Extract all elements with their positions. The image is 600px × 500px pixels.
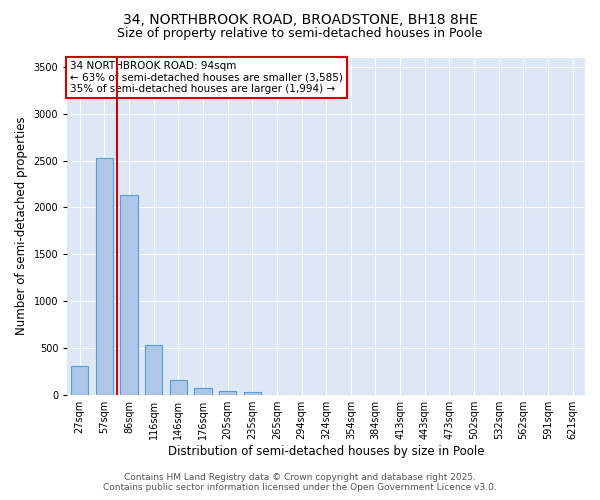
Text: Contains HM Land Registry data © Crown copyright and database right 2025.
Contai: Contains HM Land Registry data © Crown c… <box>103 473 497 492</box>
Bar <box>244 392 261 394</box>
Text: 34 NORTHBROOK ROAD: 94sqm
← 63% of semi-detached houses are smaller (3,585)
35% : 34 NORTHBROOK ROAD: 94sqm ← 63% of semi-… <box>70 61 343 94</box>
Bar <box>219 391 236 394</box>
Text: 34, NORTHBROOK ROAD, BROADSTONE, BH18 8HE: 34, NORTHBROOK ROAD, BROADSTONE, BH18 8H… <box>122 12 478 26</box>
X-axis label: Distribution of semi-detached houses by size in Poole: Distribution of semi-detached houses by … <box>168 444 484 458</box>
Bar <box>71 366 88 394</box>
Bar <box>121 195 137 394</box>
Y-axis label: Number of semi-detached properties: Number of semi-detached properties <box>15 117 28 336</box>
Bar <box>95 158 113 394</box>
Bar <box>170 380 187 394</box>
Bar <box>145 345 162 395</box>
Text: Size of property relative to semi-detached houses in Poole: Size of property relative to semi-detach… <box>117 28 483 40</box>
Bar <box>194 388 212 394</box>
